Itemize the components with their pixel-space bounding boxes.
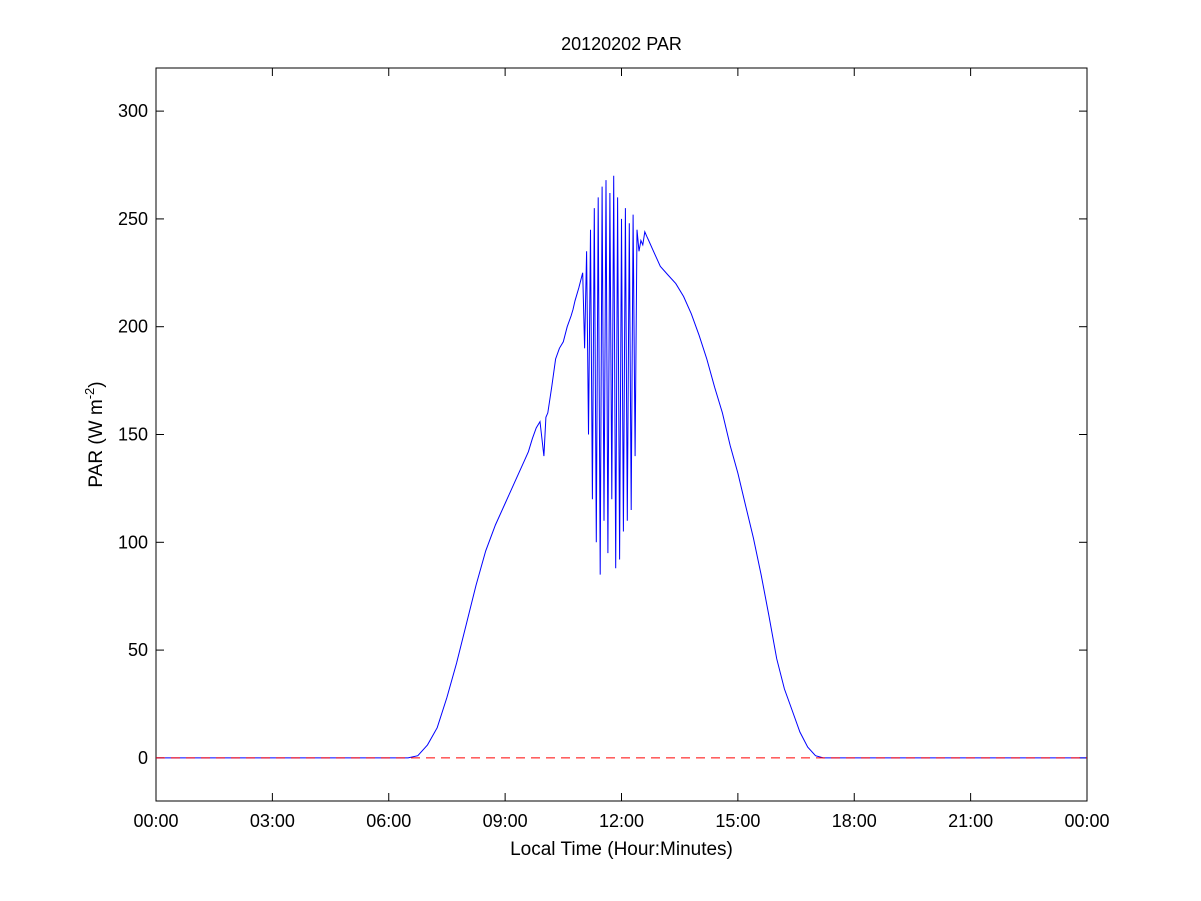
x-axis: 00:00 03:00 06:00 09:00 12:00 15:00 18:00 21:00… (133, 68, 1110, 831)
x-tick-label: 03:00 (250, 811, 295, 831)
y-tick-label: 100 (118, 532, 148, 552)
x-tick-label: 09:00 (483, 811, 528, 831)
series-layer (156, 175, 1087, 759)
x-tick-label: 00:00 (133, 811, 178, 831)
x-tick-label: 06:00 (366, 811, 411, 831)
x-tick-label: 00:00 (1064, 811, 1109, 831)
x-tick-label: 18:00 (832, 811, 877, 831)
y-axis: 0 50 100 150 200 250 300 (118, 101, 1087, 768)
y-tick-label: 300 (118, 101, 148, 121)
y-tick-label: 200 (118, 317, 148, 337)
x-tick-label: 12:00 (599, 811, 644, 831)
y-tick-label: 50 (128, 640, 148, 660)
chart-title: 20120202 PAR (561, 34, 682, 54)
plot-area (155, 67, 1088, 802)
y-axis-label-superscript: -2 (82, 388, 97, 400)
y-tick-label: 0 (138, 748, 148, 768)
y-tick-label: 150 (118, 425, 148, 445)
x-axis-label: Local Time (Hour:Minutes) (510, 839, 733, 860)
y-axis-label: PAR (W m-2) (82, 381, 107, 487)
y-tick-label: 250 (118, 209, 148, 229)
y-axis-label-prefix: PAR (W m (86, 399, 107, 487)
series-line-par (156, 175, 1087, 759)
x-tick-label: 15:00 (715, 811, 760, 831)
x-tick-label: 21:00 (948, 811, 993, 831)
y-axis-label-suffix: ) (86, 381, 107, 387)
